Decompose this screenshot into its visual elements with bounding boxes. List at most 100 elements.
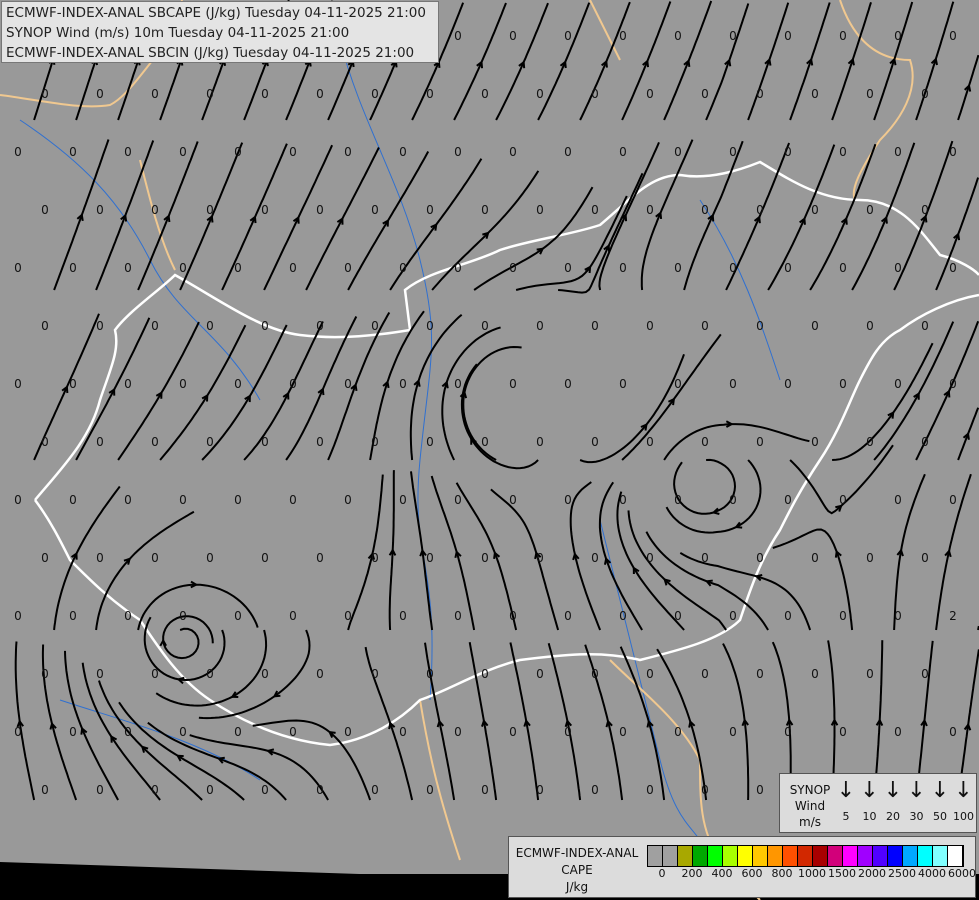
cin-value: 0 (701, 551, 709, 565)
streamline-arrowhead (244, 394, 251, 403)
cin-value: 0 (316, 87, 324, 101)
cin-value: 0 (234, 609, 242, 623)
streamline-arrowhead (413, 378, 421, 387)
cin-value: 0 (756, 203, 764, 217)
cin-value: 0 (949, 377, 957, 391)
streamline-arrowhead (430, 222, 438, 231)
cin-value: 0 (151, 87, 159, 101)
cin-value: 0 (729, 145, 737, 159)
streamline-arrowhead (282, 391, 290, 400)
cin-value: 0 (564, 377, 572, 391)
cin-value: 0 (41, 319, 49, 333)
wind-legend-unit: m/s (799, 815, 821, 829)
cin-value: 0 (41, 87, 49, 101)
streamline-arrowhead (640, 422, 648, 431)
cin-value: 0 (591, 435, 599, 449)
cin-value: 0 (674, 145, 682, 159)
cin-value: 0 (206, 435, 214, 449)
cin-value: 0 (344, 493, 352, 507)
cin-value: 0 (124, 609, 132, 623)
streamline-arrowhead (16, 719, 25, 728)
streamline-arrowhead (953, 232, 961, 241)
cin-value: 0 (206, 551, 214, 565)
title-cin: ECMWF-INDEX-ANAL SBCIN (J/kg) Tuesday 04… (6, 45, 415, 61)
cin-value: 0 (41, 667, 49, 681)
cin-value: 0 (261, 551, 269, 565)
cin-value: 0 (619, 377, 627, 391)
cin-value: 0 (371, 783, 379, 797)
cin-value: 0 (454, 609, 462, 623)
cin-value: 0 (289, 377, 297, 391)
cin-value: 0 (206, 87, 214, 101)
streamline-arrowhead (711, 507, 720, 515)
cin-value: 0 (701, 203, 709, 217)
streamline-arrowhead (944, 549, 952, 558)
cin-value: 0 (289, 261, 297, 275)
cin-value: 0 (234, 377, 242, 391)
cape-legend-subtitle: CAPE (561, 863, 593, 877)
cin-value: 0 (454, 493, 462, 507)
streamline-arrowhead (605, 719, 613, 728)
streamline-arrowhead (840, 216, 848, 225)
cin-value: 0 (949, 145, 957, 159)
streamline-arrowhead (536, 247, 545, 255)
cin-value: 0 (646, 203, 654, 217)
cape-color-swatch (873, 846, 888, 866)
cin-value: 0 (481, 319, 489, 333)
streamline-arrowhead (175, 754, 184, 762)
cin-value: 0 (481, 87, 489, 101)
cin-value: 0 (454, 261, 462, 275)
cin-value: 0 (811, 551, 819, 565)
cin-value: 0 (481, 783, 489, 797)
cin-value: 0 (674, 725, 682, 739)
streamline-arrowhead (962, 431, 970, 440)
streamline-arrowhead (880, 215, 888, 224)
wind-speed-label: 10 (862, 810, 877, 823)
streamline-arrowhead (61, 385, 69, 394)
cape-tick-label: 0 (658, 867, 666, 880)
arrow-down-icon: ↓ (860, 778, 879, 803)
cin-value: 0 (894, 29, 902, 43)
cin-value: 0 (151, 783, 159, 797)
cape-color-swatch (918, 846, 933, 866)
cin-value: 0 (344, 377, 352, 391)
cape-color-swatch (813, 846, 828, 866)
cin-value: 0 (674, 29, 682, 43)
cin-value-labels: 0 0 0 0 0 0 0 0 0 0 0 0 0 0 0 0 0 0 0 0 0 0 0 0 0 0 0 0 0 0 0 0 0 0 0 0 0 0 0 0… (14, 29, 957, 797)
cin-value: 0 (646, 87, 654, 101)
cape-tick-label: 400 (711, 867, 733, 880)
streamline-arrowhead (159, 638, 167, 647)
cin-value: 0 (894, 493, 902, 507)
cin-value: 0 (509, 493, 517, 507)
cin-value: 0 (371, 435, 379, 449)
cape-tick-label: 1500 (828, 867, 856, 880)
cin-value: 0 (289, 493, 297, 507)
cin-value: 0 (949, 261, 957, 275)
map-title-box: ECMWF-INDEX-ANAL SBCAPE (J/kg) Tuesday 0… (1, 1, 439, 63)
streamline-arrowhead (108, 387, 116, 396)
streamline-arrowhead (272, 690, 281, 698)
cin-value: 0 (921, 203, 929, 217)
streamline-arrowhead (155, 390, 163, 399)
streamline-arrowhead (419, 548, 427, 557)
streamline-arrowhead (350, 382, 358, 391)
streamline-arrowhead (367, 551, 376, 560)
cin-value: 0 (784, 377, 792, 391)
cin-value: 0 (124, 261, 132, 275)
cin-value: 0 (591, 551, 599, 565)
streamline-arrowhead (930, 57, 938, 66)
cin-value: 0 (674, 377, 682, 391)
cape-tick-label: 1000 (798, 867, 826, 880)
cin-value: 0 (509, 145, 517, 159)
cin-value: 0 (96, 435, 104, 449)
arrow-down-icon: ↓ (930, 778, 950, 803)
cin-value: 0 (784, 493, 792, 507)
cin-value: 0 (399, 145, 407, 159)
streamline-arrowhead (963, 722, 972, 731)
cin-value: 0 (454, 725, 462, 739)
cin-value: 0 (261, 203, 269, 217)
cin-value: 0 (151, 435, 159, 449)
cin-value: 0 (206, 783, 214, 797)
cin-value: 0 (839, 609, 847, 623)
streamline-arrowhead (834, 549, 842, 558)
